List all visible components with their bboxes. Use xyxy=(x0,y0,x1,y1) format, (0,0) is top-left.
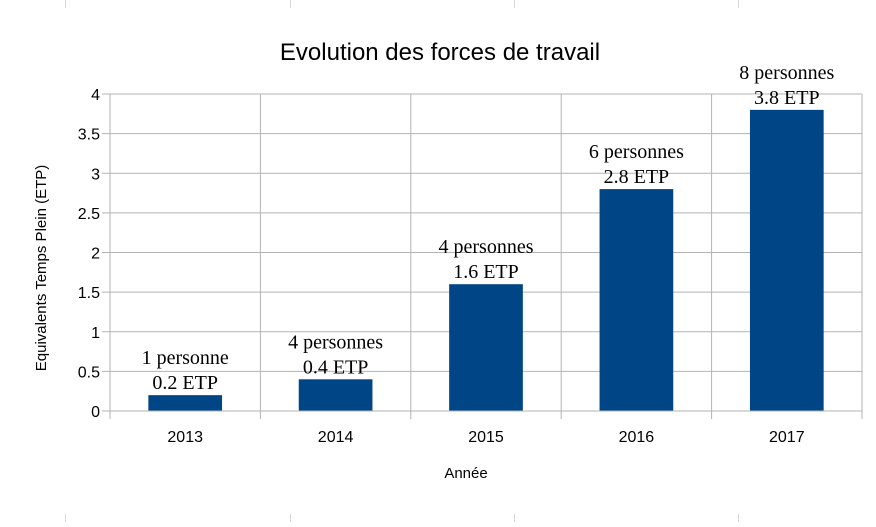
data-label-etp: 2.8 ETP xyxy=(604,166,670,188)
data-label-etp: 1.6 ETP xyxy=(453,261,519,283)
y-tick-label: 1 xyxy=(91,325,100,342)
bar-2017 xyxy=(749,109,824,411)
x-tick-label: 2015 xyxy=(468,429,504,446)
y-axis-title: Equivalents Temps Plein (ETP) xyxy=(33,165,50,371)
y-tick-label: 3 xyxy=(91,166,100,183)
axes: 0 0.5 1 1.5 2 2.5 3 3.5 4 2013 2014 2015 2016 2017 xyxy=(78,87,863,446)
y-tick-label: 2 xyxy=(91,246,100,263)
page-guide-mark xyxy=(514,514,515,522)
data-label-people: 6 personnes xyxy=(589,141,684,163)
bar-2013 xyxy=(148,395,223,411)
bar-2014 xyxy=(298,379,373,411)
y-tick-label: 4 xyxy=(91,87,100,104)
y-tick-label: 0 xyxy=(91,404,100,421)
x-axis-title: Année xyxy=(444,465,487,482)
x-tick-label: 2016 xyxy=(619,429,655,446)
page-guide-mark xyxy=(65,0,66,8)
data-label-people: 4 personnes xyxy=(439,236,534,258)
data-label-etp: 3.8 ETP xyxy=(754,87,820,109)
bars xyxy=(148,109,824,411)
data-label-people: 4 personnes xyxy=(288,331,383,353)
chart-title: Evolution des forces de travail xyxy=(280,39,600,66)
page-guide-mark xyxy=(738,0,739,8)
page-guide-mark xyxy=(290,0,291,8)
bar-2016 xyxy=(599,189,674,411)
x-tick-label: 2017 xyxy=(769,429,805,446)
page-guide-mark xyxy=(514,0,515,8)
bar-2015 xyxy=(449,284,523,411)
x-tick-label: 2013 xyxy=(167,429,203,446)
y-tick-label: 3.5 xyxy=(78,127,100,144)
data-label-people: 1 personne xyxy=(142,347,229,369)
gridlines xyxy=(102,93,862,412)
y-tick-label: 2.5 xyxy=(78,206,100,223)
data-label-people: 8 personnes xyxy=(739,62,834,84)
data-labels: 1 personne 0.2 ETP 4 personnes 0.4 ETP 4 per… xyxy=(142,62,835,394)
x-tick-label: 2014 xyxy=(318,429,354,446)
data-label-etp: 0.4 ETP xyxy=(303,356,369,378)
page-guide-mark xyxy=(290,514,291,522)
y-tick-label: 1.5 xyxy=(78,285,100,302)
page-guide-mark xyxy=(65,514,66,522)
data-label-etp: 0.2 ETP xyxy=(152,372,218,394)
y-tick-label: 0.5 xyxy=(78,364,100,381)
page-guide-mark xyxy=(738,514,739,522)
